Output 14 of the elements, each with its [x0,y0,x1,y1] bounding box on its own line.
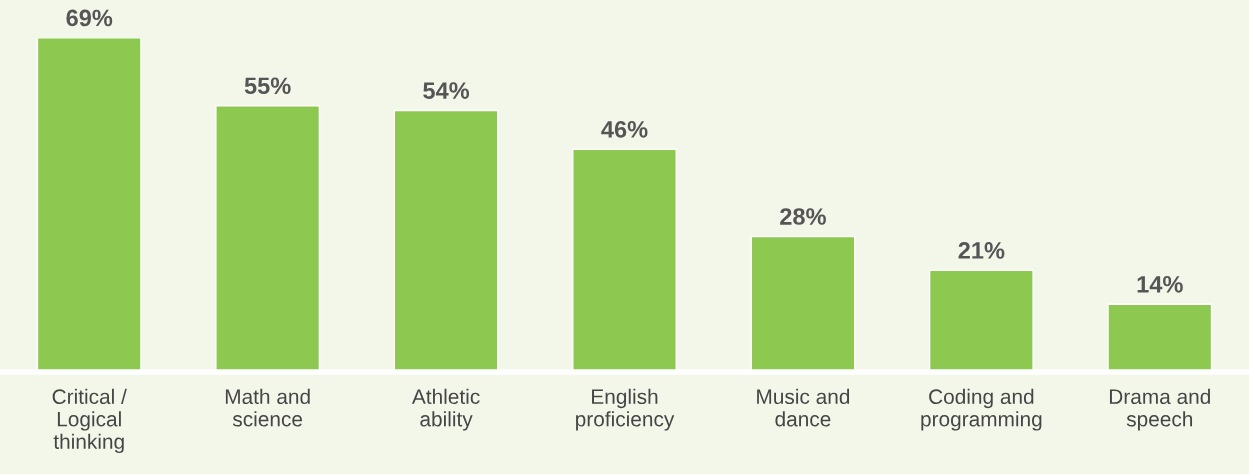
x-tick-label: English proficiency [576,388,675,431]
x-tick-label: Athletic ability [411,388,480,431]
data-label: 46% [601,120,648,138]
x-tick-label: Math and science [225,388,310,427]
x-tick-label: Drama and speech [1109,388,1210,431]
data-label: 21% [958,242,1005,259]
x-tick-label: Coding and programming [921,388,1042,431]
x-tick-label: Music and dance [757,388,850,427]
x-tick-label: Critical / Logical thinking [52,388,127,454]
data-label: 54% [423,82,470,99]
data-label: 69% [66,9,113,27]
data-label: 14% [1137,276,1183,293]
data-label: 55% [244,77,291,95]
data-label: 28% [780,208,826,225]
